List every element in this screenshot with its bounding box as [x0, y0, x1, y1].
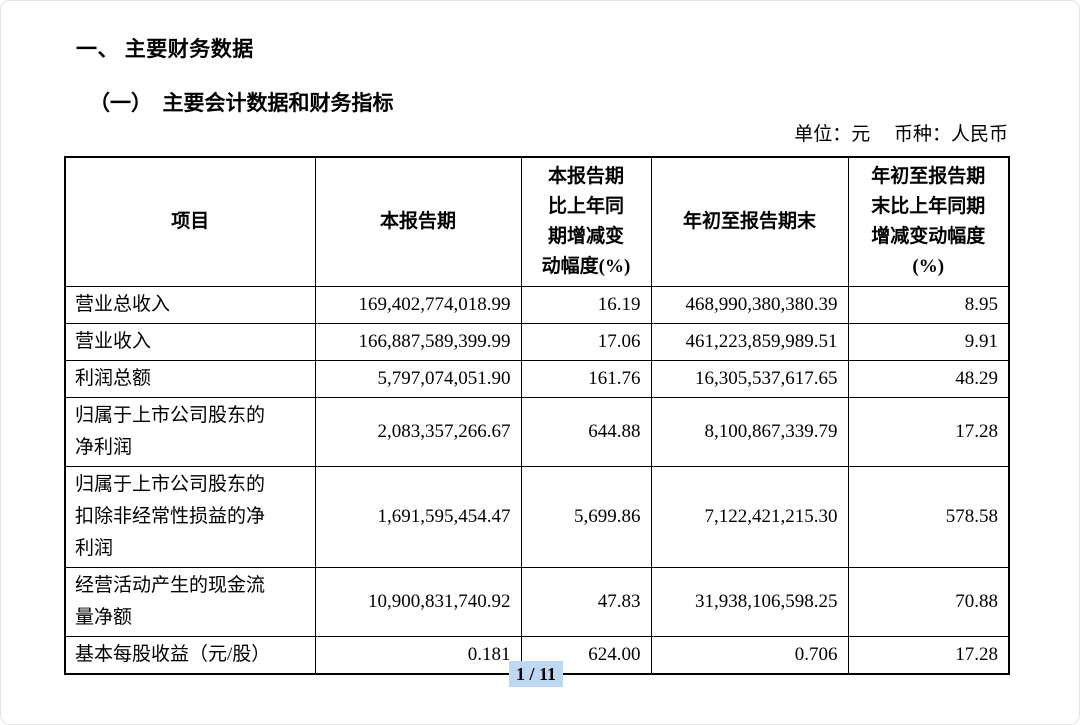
cell-item: 归属于上市公司股东的 净利润: [64, 397, 316, 467]
cell-current-period: 166,887,589,399.99: [314, 323, 522, 361]
cell-current-period: 169,402,774,018.99: [314, 286, 522, 324]
cell-current-period: 2,083,357,266.67: [314, 397, 522, 467]
column-header-current-period: 本报告期: [314, 156, 522, 287]
cell-item: 归属于上市公司股东的 扣除非经常性损益的净 利润: [64, 466, 316, 568]
cell-ytd: 16,305,537,617.65: [650, 360, 849, 398]
cell-item: 利润总额: [64, 360, 316, 398]
cell-ytd: 0.706: [650, 636, 849, 675]
column-header-current-period-change: 本报告期 比上年同 期增减变 动幅度(%): [520, 156, 652, 287]
table-row: 归属于上市公司股东的 扣除非经常性损益的净 利润 1,691,595,454.4…: [64, 466, 1010, 568]
table-row: 归属于上市公司股东的 净利润 2,083,357,266.67 644.88 8…: [64, 397, 1010, 467]
table-header-row: 项目 本报告期 本报告期 比上年同 期增减变 动幅度(%) 年初至报告期末 年初…: [64, 156, 1010, 287]
cell-current-period-change: 5,699.86: [520, 466, 652, 568]
table-row: 营业收入 166,887,589,399.99 17.06 461,223,85…: [64, 323, 1010, 361]
cell-ytd-change: 9.91: [847, 323, 1010, 361]
subsection-title: （一） 主要会计数据和财务指标: [89, 91, 394, 115]
cell-current-period: 1,691,595,454.47: [314, 466, 522, 568]
cell-item: 经营活动产生的现金流 量净额: [64, 567, 316, 637]
column-header-ytd: 年初至报告期末: [650, 156, 849, 287]
pagination-bar: 1 / 11: [64, 661, 1008, 687]
cell-current-period: 10,900,831,740.92: [314, 567, 522, 637]
cell-ytd-change: 17.28: [847, 636, 1010, 675]
cell-ytd: 31,938,106,598.25: [650, 567, 849, 637]
cell-item: 营业收入: [64, 323, 316, 361]
financial-data-table: 项目 本报告期 本报告期 比上年同 期增减变 动幅度(%) 年初至报告期末 年初…: [64, 156, 1010, 675]
cell-current-period-change: 16.19: [520, 286, 652, 324]
cell-item: 营业总收入: [64, 286, 316, 324]
cell-ytd: 8,100,867,339.79: [650, 397, 849, 467]
cell-ytd: 461,223,859,989.51: [650, 323, 849, 361]
table-row: 利润总额 5,797,074,051.90 161.76 16,305,537,…: [64, 360, 1010, 398]
table-row: 经营活动产生的现金流 量净额 10,900,831,740.92 47.83 3…: [64, 567, 1010, 637]
cell-current-period-change: 644.88: [520, 397, 652, 467]
table-row: 营业总收入 169,402,774,018.99 16.19 468,990,3…: [64, 286, 1010, 324]
cell-current-period: 0.181: [314, 636, 522, 675]
section-title: 一、 主要财务数据: [76, 37, 254, 61]
cell-item: 基本每股收益（元/股）: [64, 636, 316, 675]
cell-current-period-change: 161.76: [520, 360, 652, 398]
unit-currency-note: 单位：元 币种：人民币: [794, 124, 1008, 145]
column-header-ytd-change: 年初至报告期 末比上年同期 增减变动幅度 (%): [847, 156, 1010, 287]
cell-ytd-change: 578.58: [847, 466, 1010, 568]
column-header-item: 项目: [64, 156, 316, 287]
cell-ytd: 468,990,380,380.39: [650, 286, 849, 324]
table-row: 基本每股收益（元/股） 0.181 624.00 0.706 17.28: [64, 636, 1010, 675]
page-indicator: 1 / 11: [508, 661, 563, 687]
cell-ytd-change: 48.29: [847, 360, 1010, 398]
cell-current-period-change: 47.83: [520, 567, 652, 637]
cell-ytd-change: 70.88: [847, 567, 1010, 637]
cell-current-period: 5,797,074,051.90: [314, 360, 522, 398]
cell-ytd-change: 8.95: [847, 286, 1010, 324]
cell-ytd-change: 17.28: [847, 397, 1010, 467]
cell-ytd: 7,122,421,215.30: [650, 466, 849, 568]
cell-current-period-change: 17.06: [520, 323, 652, 361]
